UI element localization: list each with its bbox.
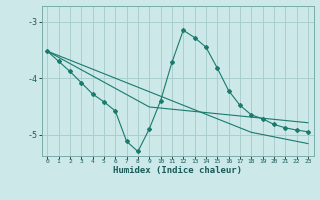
X-axis label: Humidex (Indice chaleur): Humidex (Indice chaleur): [113, 166, 242, 175]
